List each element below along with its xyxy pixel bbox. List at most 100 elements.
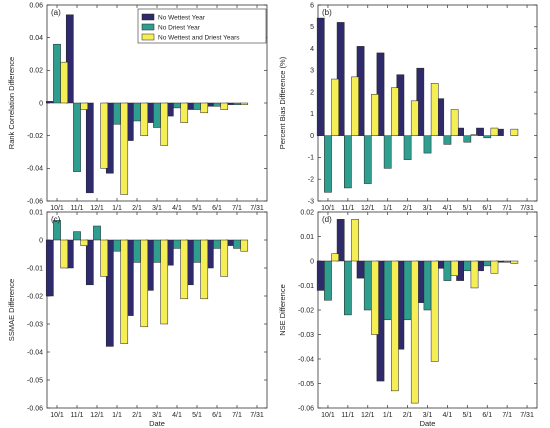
bar xyxy=(65,14,74,104)
bar xyxy=(45,101,54,104)
y-tick-label: -0.06 xyxy=(27,405,43,412)
bar xyxy=(470,260,479,289)
panel-label: (a) xyxy=(51,8,61,17)
y-tick-label: -1 xyxy=(308,155,314,162)
bar xyxy=(85,239,94,286)
x-axis-label: Date xyxy=(149,419,165,428)
legend: No Wettest Year No Driest Year No Wettest … xyxy=(137,8,267,44)
bar xyxy=(45,239,54,297)
bar xyxy=(85,102,94,194)
bar xyxy=(383,135,392,169)
y-tick-label: 1 xyxy=(310,111,314,118)
y-tick-label: 0.01 xyxy=(300,234,314,241)
bar xyxy=(363,135,372,184)
x-tick-label: 2/1 xyxy=(403,412,413,419)
bar xyxy=(324,135,332,193)
x-tick-label: 10/1 xyxy=(321,412,335,419)
x-tick-label: 1/1 xyxy=(112,205,122,212)
bar xyxy=(160,239,169,325)
bar xyxy=(193,239,201,263)
y-tick-label: 2 xyxy=(310,89,314,96)
bar xyxy=(503,260,511,263)
panel-2: 6 5 4 3 2 1 0 -1 -2 -3 10/1 11/1 12/1 1/1 2/1 3/1 4/1 5/1… xyxy=(278,2,538,212)
bar xyxy=(240,102,249,105)
bar xyxy=(443,260,452,281)
panel-1: 0.06 0.04 0.02 0 -0.02 -0.04 -0.06 10/1 11/1 12/1… xyxy=(7,2,268,212)
x-tick-label: 2/1 xyxy=(132,412,142,419)
x-tick-label: 11/1 xyxy=(70,205,83,212)
legend-swatch xyxy=(141,23,155,31)
bar xyxy=(371,260,379,335)
x-tick-label: 6/1 xyxy=(212,412,222,419)
y-tick-label: -0.05 xyxy=(27,377,43,384)
bar xyxy=(180,102,189,123)
x-tick-label: 4/1 xyxy=(443,205,453,212)
bar xyxy=(403,260,412,321)
bar xyxy=(113,102,121,125)
bar xyxy=(331,253,339,262)
y-axis-label: Percent Bias Difference (%) xyxy=(278,56,287,149)
bar xyxy=(391,260,399,392)
bar xyxy=(410,100,419,136)
bar xyxy=(476,127,484,136)
x-tick-label: 3/1 xyxy=(423,412,433,419)
bar xyxy=(316,17,325,136)
panel-label: (b) xyxy=(322,8,332,17)
y-tick-label: -0.01 xyxy=(27,265,43,272)
bar xyxy=(60,61,69,104)
bar xyxy=(371,94,379,136)
y-tick-label: -0.02 xyxy=(298,307,314,314)
legend-swatch xyxy=(141,13,155,21)
x-tick-label: 3/1 xyxy=(152,205,162,212)
y-tick-label: -0.06 xyxy=(27,198,43,205)
bar xyxy=(73,231,81,241)
y-tick-label: 0 xyxy=(310,133,314,140)
bar xyxy=(80,239,89,246)
bar xyxy=(490,127,499,136)
bar xyxy=(356,260,365,279)
bar xyxy=(470,134,479,136)
bar xyxy=(450,260,459,276)
y-tick-label: -0.05 xyxy=(298,381,314,388)
x-tick-label: 2/1 xyxy=(403,205,413,212)
bar xyxy=(324,260,332,301)
bar xyxy=(80,102,89,110)
y-tick-label: 0.04 xyxy=(29,35,43,42)
bar xyxy=(351,219,359,262)
x-tick-label: 7/1 xyxy=(232,205,242,212)
bar xyxy=(510,128,519,136)
y-tick-label: 0 xyxy=(39,100,43,107)
x-tick-label: 12/1 xyxy=(90,412,104,419)
bar xyxy=(120,239,129,344)
bar xyxy=(160,102,169,146)
x-tick-label: 12/1 xyxy=(90,205,104,212)
y-tick-label: 0.02 xyxy=(300,209,314,216)
bar xyxy=(483,135,492,139)
legend-entry: No Wettest Year xyxy=(158,15,206,22)
x-tick-label: 7/31 xyxy=(520,205,534,212)
legend-entry: No Wettest and Driest Years xyxy=(158,35,240,42)
x-tick-label: 1/1 xyxy=(112,412,122,419)
bar xyxy=(430,83,439,136)
bar xyxy=(220,102,229,110)
x-tick-label: 6/1 xyxy=(482,205,492,212)
x-tick-label: 5/1 xyxy=(462,205,472,212)
x-tick-label: 7/31 xyxy=(250,412,264,419)
bar xyxy=(53,43,61,104)
y-tick-label: -0.04 xyxy=(27,349,43,356)
bar xyxy=(93,225,101,241)
bar xyxy=(133,239,141,263)
x-tick-label: 10/1 xyxy=(321,205,335,212)
x-tick-label: 7/31 xyxy=(520,412,534,419)
x-tick-label: 7/1 xyxy=(502,205,512,212)
y-tick-label: 0.02 xyxy=(29,68,43,75)
x-tick-label: 6/1 xyxy=(212,205,222,212)
bar xyxy=(120,102,129,195)
legend-swatch xyxy=(141,33,155,41)
bar xyxy=(140,239,149,328)
x-tick-label: 10/1 xyxy=(50,205,64,212)
x-tick-label: 7/1 xyxy=(232,412,242,419)
bar xyxy=(483,260,492,267)
y-tick-label: -3 xyxy=(308,198,314,205)
x-tick-label: 4/1 xyxy=(443,412,453,419)
